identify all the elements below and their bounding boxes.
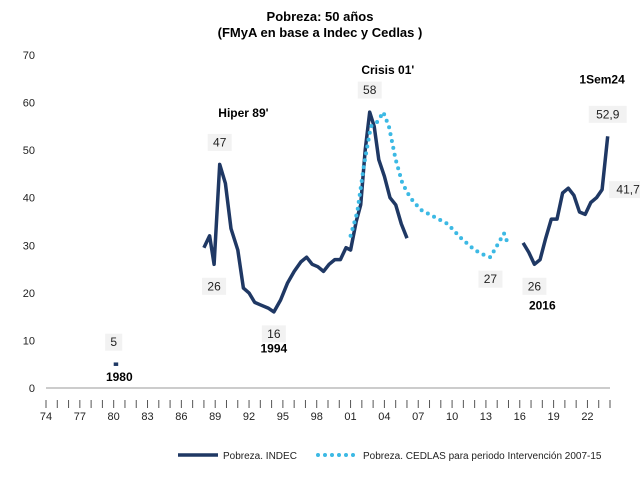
data-label: 26 (528, 279, 542, 293)
annotation: 2016 (529, 299, 556, 313)
annotation: 1994 (261, 341, 288, 355)
y-tick-label: 0 (29, 383, 35, 395)
series-line-1 (348, 110, 511, 260)
annotation: Hiper 89' (218, 106, 268, 120)
x-tick-label: 10 (446, 411, 458, 423)
data-label: 27 (484, 272, 498, 286)
x-tick-label: 04 (378, 411, 390, 423)
y-tick-label: 40 (23, 193, 35, 205)
x-tick-label: 83 (141, 411, 153, 423)
data-label: 5 (110, 335, 117, 349)
legend-label-cedlas: Pobreza. CEDLAS para periodo Intervenció… (363, 451, 602, 462)
series-layer (113, 110, 610, 366)
data-label-box (357, 81, 382, 99)
y-tick-label: 20 (23, 288, 35, 300)
series-line-0 (202, 110, 409, 314)
annotations: 1980 Hiper 89' Crisis 01' 1994 2016 1Sem24 (106, 63, 625, 384)
y-tick-label: 50 (23, 145, 35, 157)
x-tick-label: 92 (243, 411, 255, 423)
data-label: 26 (207, 279, 221, 293)
y-tick-label: 60 (23, 98, 35, 110)
y-tick-label: 30 (23, 240, 35, 252)
data-label: 52,9 (596, 107, 620, 121)
y-tick-label: 10 (23, 335, 35, 347)
annotation: 1980 (106, 370, 133, 384)
chart-subtitle: (FMyA en base a Indec y Cedlas ) (218, 25, 423, 40)
annotation: 1Sem24 (579, 73, 625, 87)
data-label-box (478, 270, 503, 288)
series-line-0 (521, 136, 610, 267)
x-tick-label: 89 (209, 411, 221, 423)
y-tick-label: 70 (23, 50, 35, 62)
data-label: 47 (213, 135, 227, 149)
data-label: 58 (363, 83, 377, 97)
data-label-box (588, 105, 627, 123)
data-label-box (261, 325, 286, 343)
y-axis: 0 10 20 30 40 50 60 70 (23, 50, 35, 395)
x-tick-label: 86 (175, 411, 187, 423)
x-tick-label: 16 (514, 411, 526, 423)
x-tick-label: 07 (412, 411, 424, 423)
x-tick-label: 98 (311, 411, 323, 423)
legend: Pobreza. INDEC Pobreza. CEDLAS para perio… (178, 451, 602, 462)
x-tick-label: 22 (581, 411, 593, 423)
x-axis: 74 77 80 83 86 89 92 95 98 01 04 07 10 13 16 19 22 (40, 387, 611, 423)
x-tick-label: 19 (547, 411, 559, 423)
data-labels: 5 47 26 16 58 27 26 52,9 41,7 (105, 81, 640, 351)
data-label-box (522, 277, 547, 295)
data-label-box (202, 277, 227, 295)
annotation: Crisis 01' (361, 63, 414, 77)
data-label-box (609, 181, 640, 199)
x-tick-label: 80 (108, 411, 120, 423)
data-label: 16 (267, 327, 281, 341)
x-tick-label: 74 (40, 411, 52, 423)
x-tick-label: 01 (344, 411, 356, 423)
data-label: 41,7 (616, 183, 640, 197)
data-label-box (105, 333, 123, 351)
chart-title: Pobreza: 50 años (267, 9, 374, 24)
x-tick-label: 13 (480, 411, 492, 423)
x-tick-label: 95 (277, 411, 289, 423)
legend-label-indec: Pobreza. INDEC (223, 451, 297, 462)
data-label-box (207, 133, 232, 151)
x-tick-label: 77 (74, 411, 86, 423)
